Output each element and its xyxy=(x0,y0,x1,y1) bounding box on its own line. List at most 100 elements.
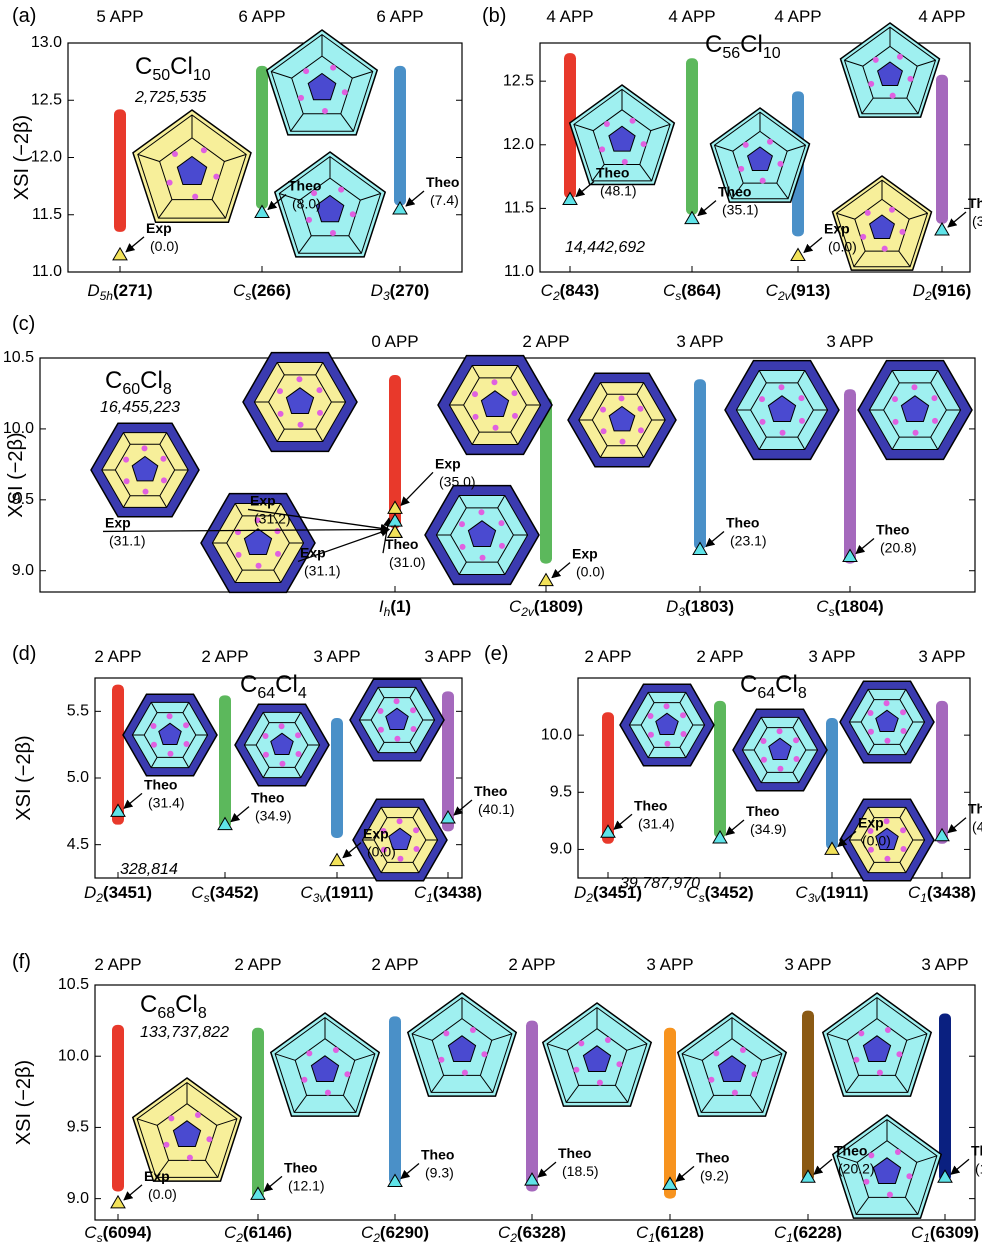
chlorine-site xyxy=(863,1179,869,1185)
point-group-sub: 2v xyxy=(520,605,535,619)
app-label: 3 APP xyxy=(808,647,855,666)
app-label: 4 APP xyxy=(918,7,965,26)
annotation-arrow xyxy=(726,820,744,835)
chlorine-site xyxy=(865,210,871,216)
annotation-energy: (34.9) xyxy=(255,808,292,824)
annotation-arrow xyxy=(124,1185,142,1200)
xsi-range xyxy=(826,718,838,849)
chlorine-site xyxy=(761,738,767,744)
isomer-label: Cs(3452) xyxy=(191,883,258,905)
chlorine-site xyxy=(512,413,518,419)
chlorine-site xyxy=(890,93,896,99)
point-group: C xyxy=(224,1223,237,1242)
annotation-energy: (0.0) xyxy=(576,564,605,580)
y-tick-label: 13.0 xyxy=(31,34,62,51)
formula-sub: 64 xyxy=(757,685,775,702)
chlorine-site xyxy=(900,709,906,715)
isomer-number: (1804) xyxy=(835,597,884,616)
formula: C64Cl8 xyxy=(740,671,807,702)
chlorine-site xyxy=(183,722,189,728)
isomer-label: C1(6228) xyxy=(774,1223,842,1245)
chlorine-site xyxy=(885,1027,891,1033)
chlorine-site xyxy=(907,76,913,82)
point-group: C xyxy=(509,597,522,616)
chlorine-site xyxy=(470,1027,476,1033)
app-label: 2 APP xyxy=(94,647,141,666)
app-label: 3 APP xyxy=(676,332,723,351)
annotation-arrow xyxy=(951,1159,969,1174)
formula-element: C xyxy=(240,671,257,698)
annotation-arrow xyxy=(804,237,822,252)
y-tick-label: 4.5 xyxy=(67,836,89,853)
annotation-energy: (0.0) xyxy=(828,238,857,254)
point-group: D xyxy=(371,281,383,300)
y-tick-label: 5.0 xyxy=(67,769,89,786)
annotation-kind: Exp xyxy=(363,826,389,842)
xsi-range xyxy=(802,1011,814,1182)
point-group: D xyxy=(87,281,99,300)
isomer-label: Cs(6094) xyxy=(84,1223,151,1245)
isomer-label: C1(6128) xyxy=(636,1223,704,1245)
chlorine-site xyxy=(124,478,130,484)
chlorine-site xyxy=(743,142,749,148)
formula-sub: 10 xyxy=(193,67,211,84)
chlorine-site xyxy=(680,731,686,737)
annotation-kind: Exp xyxy=(572,546,598,562)
annotation-kind: Theo xyxy=(284,1159,317,1175)
panel-label: (b) xyxy=(482,5,506,27)
annotation-kind: Exp xyxy=(858,814,884,830)
annotation-arrow xyxy=(948,818,966,833)
chlorine-site xyxy=(732,1090,738,1096)
xsi-marker xyxy=(388,525,402,537)
isomer-label: Ih(1) xyxy=(379,597,411,619)
point-group: C xyxy=(766,281,779,300)
chlorine-site xyxy=(884,738,890,744)
chlorine-site xyxy=(168,1115,174,1121)
annotation-energy: (12.1) xyxy=(288,1177,325,1193)
chlorine-site xyxy=(877,1070,883,1076)
chlorine-site xyxy=(931,395,937,401)
annotation-kind: Theo xyxy=(426,174,459,190)
isomer-number: (6290) xyxy=(380,1223,429,1242)
isomer-number: (270) xyxy=(390,281,430,300)
chlorine-site xyxy=(798,395,804,401)
app-label: 3 APP xyxy=(921,955,968,974)
isomer-number: (3452) xyxy=(705,883,754,902)
chlorine-site xyxy=(911,384,917,390)
chlorine-site xyxy=(616,1061,622,1067)
point-group: D xyxy=(913,281,925,300)
app-label: 3 APP xyxy=(313,647,360,666)
xsi-range xyxy=(252,1028,264,1199)
figure: (a)XSI (−2β)11.011.512.012.513.05 APPD5h… xyxy=(0,0,982,1248)
chlorine-site xyxy=(378,708,384,714)
isomer-number: (6309) xyxy=(930,1223,979,1242)
xsi-range xyxy=(394,66,406,206)
point-group: D xyxy=(84,883,96,902)
chlorine-site xyxy=(301,1077,307,1083)
xsi-marker xyxy=(111,1196,125,1208)
formula-element: C xyxy=(105,367,122,394)
chlorine-site xyxy=(767,139,773,145)
isomer-label: D3(1803) xyxy=(666,597,734,619)
isomer-number: (843) xyxy=(560,281,600,300)
chlorine-site xyxy=(410,726,416,732)
isomer-count: 16,455,223 xyxy=(100,399,180,416)
isomer-label: D5h(271) xyxy=(87,281,152,303)
chlorine-site xyxy=(338,187,344,193)
chlorine-site xyxy=(498,520,504,526)
y-tick-label: 12.0 xyxy=(31,149,62,166)
y-tick-label: 10.0 xyxy=(541,726,572,743)
app-label: 2 APP xyxy=(522,332,569,351)
chlorine-site xyxy=(664,741,670,747)
chlorine-site xyxy=(163,1142,169,1148)
y-tick-label: 9.5 xyxy=(67,1119,89,1136)
isomer-number: (6128) xyxy=(655,1223,704,1242)
point-group-sub: 3v xyxy=(313,891,327,905)
annotation-kind: Theo xyxy=(558,1145,591,1161)
app-label: 3 APP xyxy=(826,332,873,351)
chlorine-site xyxy=(887,1192,893,1198)
annotation-kind: Theo xyxy=(474,783,507,799)
chlorine-site xyxy=(473,414,479,420)
chlorine-site xyxy=(123,457,129,463)
formula: C64Cl4 xyxy=(240,671,307,702)
